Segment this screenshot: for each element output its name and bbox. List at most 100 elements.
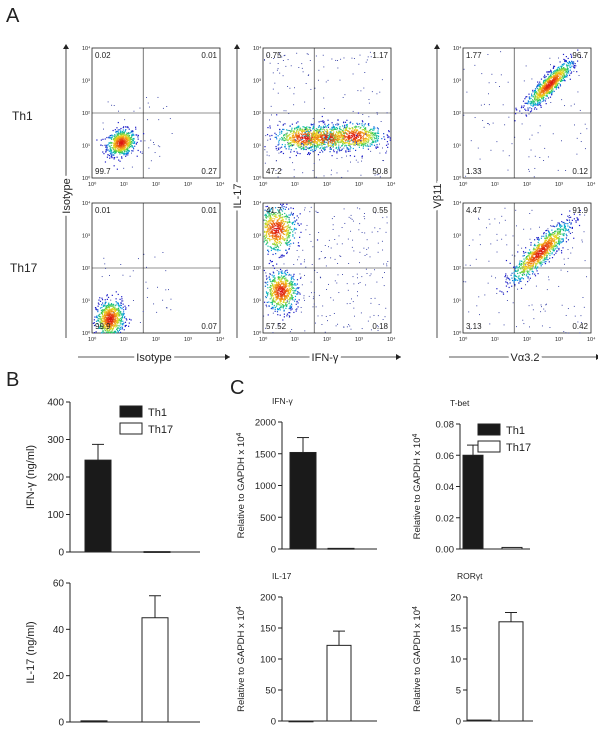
event-dot bbox=[289, 315, 291, 318]
event-dot bbox=[113, 140, 116, 142]
event-dot bbox=[147, 102, 149, 104]
event-dot bbox=[289, 240, 291, 242]
event-dot bbox=[351, 130, 353, 133]
event-dot bbox=[280, 220, 282, 223]
event-dot bbox=[521, 105, 523, 107]
event-dot bbox=[325, 134, 327, 137]
event-dot bbox=[566, 72, 568, 74]
event-dot bbox=[287, 299, 289, 301]
event-dot bbox=[529, 102, 531, 105]
event-dot bbox=[300, 128, 302, 130]
quadrant-value-lr: 0.18 bbox=[372, 322, 388, 331]
event-dot bbox=[334, 133, 337, 135]
event-dot bbox=[310, 292, 312, 294]
event-dot bbox=[117, 139, 119, 141]
event-dot bbox=[286, 305, 288, 308]
event-dot bbox=[271, 260, 274, 263]
event-dot bbox=[338, 142, 340, 144]
event-dot bbox=[333, 143, 335, 145]
event-dot bbox=[286, 300, 288, 302]
event-dot bbox=[291, 296, 293, 298]
event-dot bbox=[288, 241, 290, 243]
event-dot bbox=[345, 151, 347, 153]
event-dot bbox=[307, 133, 309, 135]
event-dot bbox=[283, 55, 285, 57]
event-dot bbox=[100, 318, 102, 320]
event-dot bbox=[105, 305, 107, 307]
event-dot bbox=[304, 209, 305, 211]
event-dot bbox=[490, 149, 492, 151]
event-dot bbox=[302, 130, 304, 133]
event-dot bbox=[116, 168, 118, 170]
event-dot bbox=[125, 154, 128, 156]
event-dot bbox=[119, 151, 122, 154]
event-dot bbox=[111, 136, 113, 138]
event-dot bbox=[319, 276, 321, 278]
event-dot bbox=[283, 263, 285, 265]
event-dot bbox=[334, 144, 337, 146]
event-dot bbox=[312, 131, 315, 133]
event-dot bbox=[267, 294, 269, 296]
event-dot bbox=[131, 146, 133, 148]
event-dot bbox=[470, 140, 472, 142]
event-dot bbox=[336, 127, 339, 129]
event-dot bbox=[283, 228, 285, 231]
event-dot bbox=[283, 239, 286, 242]
event-dot bbox=[312, 124, 314, 126]
event-dot bbox=[279, 294, 282, 296]
event-dot bbox=[162, 299, 164, 301]
event-dot bbox=[119, 140, 121, 143]
event-dot bbox=[286, 138, 288, 140]
event-dot bbox=[349, 148, 351, 150]
event-dot bbox=[121, 148, 123, 150]
event-dot bbox=[377, 130, 379, 132]
event-dot bbox=[315, 176, 317, 178]
event-dot bbox=[121, 298, 123, 300]
event-dot bbox=[306, 128, 308, 130]
event-dot bbox=[122, 313, 125, 315]
event-dot bbox=[119, 131, 121, 133]
event-dot bbox=[367, 138, 369, 140]
event-dot bbox=[313, 130, 315, 132]
event-dot bbox=[117, 312, 119, 314]
event-dot bbox=[281, 294, 284, 296]
event-dot bbox=[318, 69, 320, 71]
flow-events bbox=[263, 203, 389, 334]
event-dot bbox=[111, 327, 113, 329]
event-dot bbox=[313, 142, 315, 144]
event-dot bbox=[266, 301, 268, 304]
event-dot bbox=[285, 297, 288, 299]
event-dot bbox=[377, 242, 379, 244]
event-dot bbox=[277, 63, 279, 64]
event-dot bbox=[114, 307, 116, 309]
event-dot bbox=[273, 301, 275, 303]
event-dot bbox=[313, 123, 315, 125]
event-dot bbox=[316, 135, 318, 137]
event-dot bbox=[139, 151, 142, 153]
event-dot bbox=[115, 317, 117, 319]
event-dot bbox=[577, 91, 579, 93]
event-dot bbox=[112, 154, 114, 156]
event-dot bbox=[131, 134, 133, 136]
event-dot bbox=[532, 100, 534, 102]
event-dot bbox=[278, 279, 281, 281]
event-dot bbox=[285, 218, 287, 220]
event-dot bbox=[374, 138, 376, 140]
event-dot bbox=[279, 133, 281, 135]
event-dot bbox=[280, 146, 283, 148]
event-dot bbox=[360, 140, 363, 142]
y-tick-label: 10⁴ bbox=[253, 45, 262, 52]
event-dot bbox=[300, 263, 302, 265]
event-dot bbox=[283, 310, 285, 312]
event-dot bbox=[341, 144, 343, 147]
event-dot bbox=[275, 169, 277, 171]
event-dot bbox=[128, 134, 131, 137]
event-dot bbox=[300, 139, 302, 141]
event-dot bbox=[115, 149, 118, 152]
event-dot bbox=[278, 292, 280, 294]
event-dot bbox=[297, 152, 299, 155]
event-dot bbox=[365, 268, 367, 270]
event-dot bbox=[330, 131, 332, 133]
event-dot bbox=[379, 228, 381, 230]
event-dot bbox=[282, 319, 284, 321]
